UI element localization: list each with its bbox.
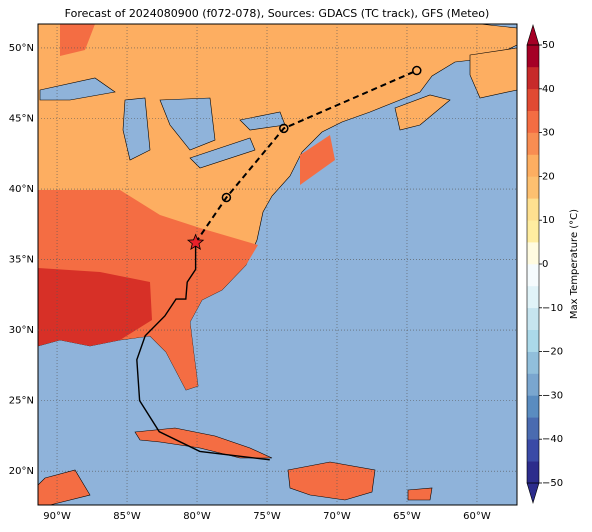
colorbar-band: [527, 45, 539, 68]
x-tick-label: 60°W: [463, 511, 491, 522]
y-tick-label: 45°N: [9, 114, 34, 125]
x-tick-label: 70°W: [323, 511, 351, 522]
colorbar-tick-label: −10: [542, 303, 563, 314]
current-position: [186, 233, 205, 250]
colorbar-tick-label: −40: [542, 434, 563, 445]
colorbar-tick-label: 20: [542, 171, 555, 182]
y-tick-label: 30°N: [9, 325, 34, 336]
y-tick-label: 35°N: [9, 255, 34, 266]
map-frame: [37, 23, 518, 506]
colorbar-band: [527, 110, 539, 133]
colorbar-tick-label: 40: [542, 84, 555, 95]
colorbar-tick-label: −50: [542, 478, 563, 489]
x-tick-label: 65°W: [393, 511, 421, 522]
colorbar-tick-label: 10: [542, 215, 555, 226]
colorbar-band: [527, 88, 539, 111]
x-tick-label: 80°W: [183, 511, 211, 522]
colorbar-band: [527, 176, 539, 199]
y-tick-label: 25°N: [9, 396, 34, 407]
colorbar-band: [527, 264, 539, 287]
colorbar-band: [527, 461, 539, 484]
colorbar-band: [527, 132, 539, 155]
colorbar-band: [527, 373, 539, 396]
forecast-point: [412, 65, 422, 76]
colorbar-band: [527, 198, 539, 221]
colorbar-tick-label: 30: [542, 128, 555, 139]
y-tick-label: 20°N: [9, 466, 34, 477]
x-tick-label: 85°W: [113, 511, 141, 522]
colorbar-band: [527, 220, 539, 243]
colorbar-band: [527, 242, 539, 265]
colorbar-band: [527, 395, 539, 418]
y-tick-label: 50°N: [9, 43, 34, 54]
chart-title: Forecast of 2024080900 (f072-078), Sourc…: [65, 7, 490, 20]
colorbar-band: [527, 439, 539, 462]
colorbar-band: [527, 307, 539, 330]
colorbar-band: [527, 329, 539, 352]
lakes: [39, 77, 286, 169]
colorbar-label: Max Temperature (°C): [569, 209, 580, 319]
track-past: [136, 242, 270, 461]
colorbar-tick-label: 50: [542, 40, 555, 51]
colorbar-extend-min: [526, 482, 540, 505]
colorbar-extend-max: [526, 23, 540, 46]
colorbar-band: [527, 351, 539, 374]
colorbar-tick-label: 0: [542, 259, 548, 270]
x-tick-label: 75°W: [253, 511, 281, 522]
forecast-point: [279, 123, 289, 134]
forecast-point: [221, 192, 232, 203]
colorbar-tick-label: −20: [542, 347, 563, 358]
colorbar-band: [527, 154, 539, 177]
colorbar-band: [527, 66, 539, 90]
colorbar-band: [527, 417, 539, 440]
colorbar-tick-label: −30: [542, 390, 563, 401]
colorbar-band: [527, 285, 539, 309]
x-tick-label: 90°W: [43, 511, 71, 522]
y-tick-label: 40°N: [9, 184, 34, 195]
